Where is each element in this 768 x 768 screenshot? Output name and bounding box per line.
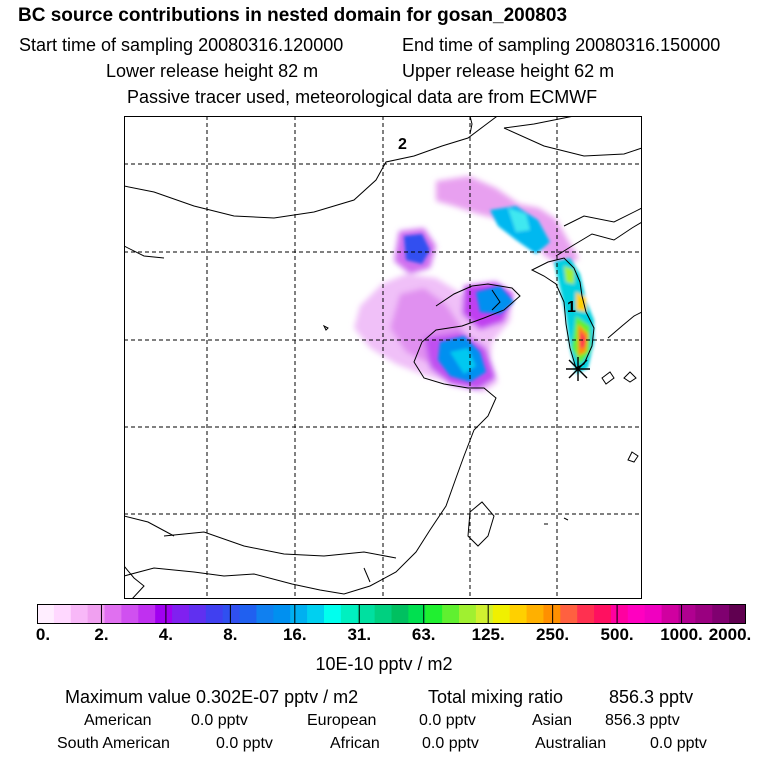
region-value: 856.3 pptv	[605, 712, 680, 729]
release-marker-1: 1	[567, 299, 576, 316]
colorbar-cell	[340, 604, 359, 624]
colorbar-cell	[121, 604, 139, 624]
colorbar-tick-label: 2.	[94, 625, 109, 644]
colorbar-cell	[172, 604, 190, 624]
start-time-label: Start time of sampling 20080316.120000	[19, 35, 344, 55]
region-name: Asian	[532, 712, 573, 729]
colorbar-cell	[374, 604, 393, 624]
colorbar-cell	[627, 604, 646, 624]
colorbar-cell	[560, 604, 578, 624]
colorbar-cell	[323, 604, 342, 624]
colorbar-cell	[712, 604, 730, 624]
colorbar-cell	[357, 604, 376, 624]
colorbar-cell	[104, 604, 122, 624]
upper-release-height-label: Upper release height 62 m	[402, 61, 615, 81]
region-name: South American	[57, 735, 170, 752]
lower-release-height-label: Lower release height 82 m	[106, 61, 319, 81]
colorbar-tick-label: 125.	[471, 625, 505, 644]
colorbar-cell	[610, 604, 629, 624]
colorbar-tick-label: 500.	[600, 625, 634, 644]
colorbar-cell	[256, 604, 274, 624]
region-value: 0.0 pptv	[419, 712, 476, 729]
colorbar-tick-label: 0.	[35, 625, 51, 644]
colorbar-cell	[594, 604, 612, 624]
colorbar-cell	[678, 604, 696, 624]
region-value: 0.0 pptv	[422, 735, 479, 752]
colorbar-cell	[509, 604, 528, 624]
colorbar-cell	[155, 604, 173, 624]
region-name: Australian	[535, 735, 607, 752]
region-name: American	[84, 712, 152, 729]
colorbar-cell	[391, 604, 409, 624]
colorbar-tick-label: 8.	[223, 625, 238, 644]
colorbar-cell	[492, 604, 511, 624]
colorbar-tick-label: 250.	[536, 625, 570, 644]
colorbar-tick-label: 1000.	[660, 625, 703, 644]
total-mixing-ratio-label: Total mixing ratio	[428, 687, 564, 707]
colorbar-cell	[475, 604, 494, 624]
page-title: BC source contributions in nested domain…	[18, 5, 568, 26]
region-value: 0.0 pptv	[191, 712, 248, 729]
colorbar-cell	[729, 604, 746, 624]
colorbar-cell	[273, 604, 291, 624]
colorbar-cell	[290, 604, 308, 624]
colorbar-units: 10E-10 pptv / m2	[315, 654, 453, 674]
colorbar-tick-label: 63.	[411, 625, 436, 644]
colorbar-cell	[408, 604, 426, 624]
colorbar	[37, 604, 746, 624]
region-name: African	[330, 735, 380, 752]
colorbar-cell	[307, 604, 325, 624]
region-value: 0.0 pptv	[216, 735, 273, 752]
colorbar-cell	[644, 604, 663, 624]
lat-lon-grid	[124, 116, 642, 599]
region-value: 0.0 pptv	[650, 735, 707, 752]
receptor-asterisk-icon	[566, 357, 590, 381]
plume-mid	[404, 206, 550, 382]
colorbar-cell	[526, 604, 545, 624]
colorbar-tick-label: 16.	[282, 625, 307, 644]
colorbar-cell	[239, 604, 258, 624]
colorbar-cell	[425, 604, 443, 624]
tracer-note: Passive tracer used, meteorological data…	[127, 87, 598, 107]
colorbar-cell	[577, 604, 595, 624]
coastlines-and-borders	[124, 116, 642, 599]
maximum-value-label: Maximum value 0.302E-07 pptv / m2	[65, 687, 359, 707]
colorbar-cell	[695, 604, 713, 624]
colorbar-cell	[53, 604, 72, 624]
colorbar-tick-label: 2000.	[708, 625, 752, 644]
colorbar-tick-label: 4.	[158, 625, 173, 644]
colorbar-cell	[138, 604, 156, 624]
colorbar-cell	[442, 604, 460, 624]
release-marker-2: 2	[398, 136, 407, 153]
colorbar-cell	[87, 604, 106, 624]
colorbar-cell	[70, 604, 89, 624]
colorbar-cell	[661, 604, 680, 624]
total-mixing-ratio-value: 856.3 pptv	[609, 687, 694, 707]
colorbar-cell	[37, 604, 55, 624]
region-name: European	[307, 712, 377, 729]
colorbar-tick-label: 31.	[347, 625, 372, 644]
source-contribution-map: 2 1	[124, 116, 642, 599]
colorbar-cell	[205, 604, 224, 624]
colorbar-cell	[188, 604, 207, 624]
colorbar-cell	[222, 604, 241, 624]
colorbar-cell	[459, 604, 477, 624]
map-frame	[124, 116, 642, 599]
end-time-label: End time of sampling 20080316.150000	[402, 35, 721, 55]
